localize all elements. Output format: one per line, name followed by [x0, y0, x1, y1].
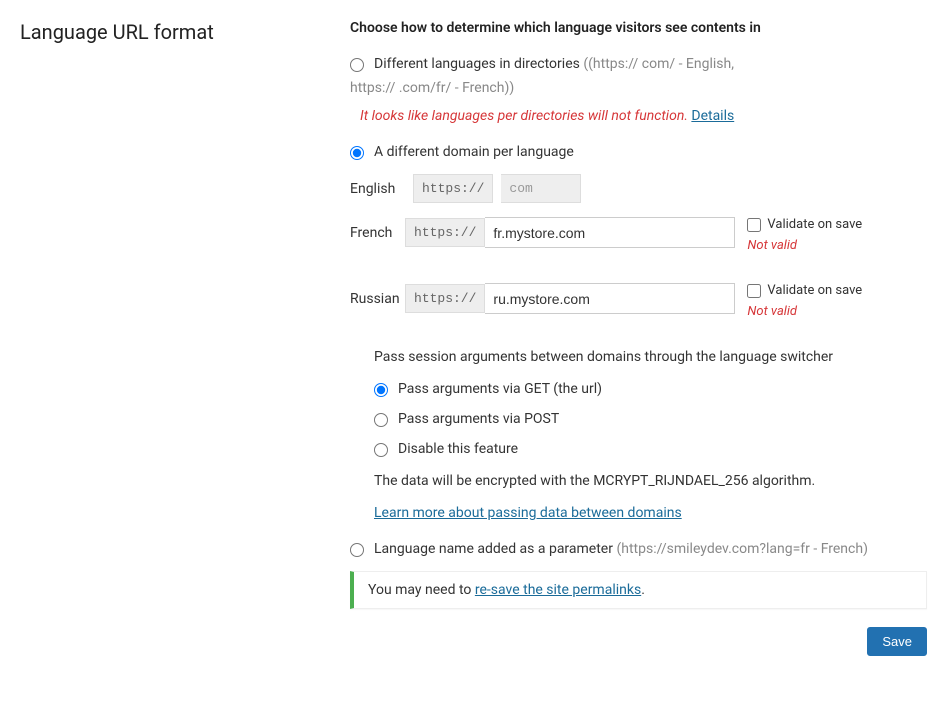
- lang-row-french-wrap: French https:// Validate on save Not val…: [350, 217, 927, 253]
- english-domain: com: [501, 174, 581, 203]
- french-validate-label: Validate on save: [767, 217, 862, 232]
- radio-parameter[interactable]: [350, 543, 364, 557]
- disable-label: Disable this feature: [398, 441, 518, 457]
- french-domain-input[interactable]: [485, 217, 735, 248]
- radio-directories[interactable]: [350, 58, 364, 72]
- english-scheme: https://: [413, 174, 493, 203]
- option-directories-block: Different languages in directories ((htt…: [350, 56, 927, 96]
- option-directories[interactable]: Different languages in directories ((htt…: [350, 56, 927, 72]
- russian-domain-input[interactable]: [485, 283, 735, 314]
- option-post[interactable]: Pass arguments via POST: [374, 411, 927, 427]
- session-heading: Pass session arguments between domains t…: [374, 349, 927, 365]
- option-domain[interactable]: A different domain per language: [350, 144, 927, 160]
- radio-parameter-label-wrap: Language name added as a parameter (http…: [374, 541, 927, 557]
- warning-details-link[interactable]: Details: [691, 108, 734, 124]
- notice-link[interactable]: re-save the site permalinks: [475, 582, 641, 598]
- russian-validate-col: Validate on save Not valid: [747, 283, 862, 319]
- notice-suffix: .: [641, 582, 645, 598]
- settings-container: Language URL format Choose how to determ…: [20, 20, 927, 656]
- parameter-example: (https://smileydev.com?lang=fr - French): [616, 541, 868, 557]
- option-disable[interactable]: Disable this feature: [374, 441, 927, 457]
- french-inputs: French https://: [350, 217, 735, 248]
- save-button[interactable]: Save: [867, 627, 927, 656]
- save-row: Save: [350, 627, 927, 656]
- russian-validate-checkbox[interactable]: [747, 284, 761, 298]
- russian-status: Not valid: [747, 304, 862, 319]
- post-label: Pass arguments via POST: [398, 411, 559, 427]
- russian-inputs: Russian https://: [350, 283, 735, 314]
- session-args-section: Pass session arguments between domains t…: [374, 349, 927, 521]
- right-column: Choose how to determine which language v…: [350, 20, 927, 656]
- radio-domain-label-wrap: A different domain per language: [374, 144, 927, 160]
- section-heading: Choose how to determine which language v…: [350, 20, 927, 36]
- radio-get[interactable]: [374, 383, 388, 397]
- french-label: French: [350, 225, 405, 241]
- permalinks-notice: You may need to re-save the site permali…: [350, 571, 927, 609]
- english-label: English: [350, 181, 405, 197]
- french-validate-col: Validate on save Not valid: [747, 217, 862, 253]
- french-validate-checkbox[interactable]: [747, 218, 761, 232]
- parameter-label: Language name added as a parameter: [374, 541, 613, 557]
- directories-warning: It looks like languages per directories …: [360, 108, 927, 124]
- get-label: Pass arguments via GET (the url): [398, 381, 602, 397]
- radio-domain[interactable]: [350, 146, 364, 160]
- radio-disable[interactable]: [374, 443, 388, 457]
- left-column: Language URL format: [20, 20, 320, 656]
- russian-validate-row: Validate on save: [747, 283, 862, 298]
- notice-prefix: You may need to: [368, 582, 475, 598]
- directories-example-line1: ((https:// com/ - English,: [583, 56, 734, 72]
- french-status: Not valid: [747, 238, 862, 253]
- warning-text: It looks like languages per directories …: [360, 108, 688, 124]
- radio-post[interactable]: [374, 413, 388, 427]
- directories-example-line2: https:// .com/fr/ - French)): [350, 80, 927, 96]
- option-get[interactable]: Pass arguments via GET (the url): [374, 381, 927, 397]
- lang-row-russian-wrap: Russian https:// Validate on save Not va…: [350, 283, 927, 319]
- russian-label: Russian: [350, 291, 405, 307]
- page-title: Language URL format: [20, 20, 320, 44]
- domain-label: A different domain per language: [374, 144, 574, 160]
- lang-row-english: English https:// com: [350, 174, 927, 203]
- radio-directories-label-wrap: Different languages in directories ((htt…: [374, 56, 927, 72]
- directories-label: Different languages in directories: [374, 56, 580, 72]
- encrypt-note: The data will be encrypted with the MCRY…: [374, 473, 927, 489]
- option-parameter[interactable]: Language name added as a parameter (http…: [350, 541, 927, 557]
- french-scheme: https://: [405, 218, 485, 247]
- russian-scheme: https://: [405, 284, 485, 313]
- learn-more-link[interactable]: Learn more about passing data between do…: [374, 505, 682, 521]
- russian-validate-label: Validate on save: [767, 283, 862, 298]
- french-validate-row: Validate on save: [747, 217, 862, 232]
